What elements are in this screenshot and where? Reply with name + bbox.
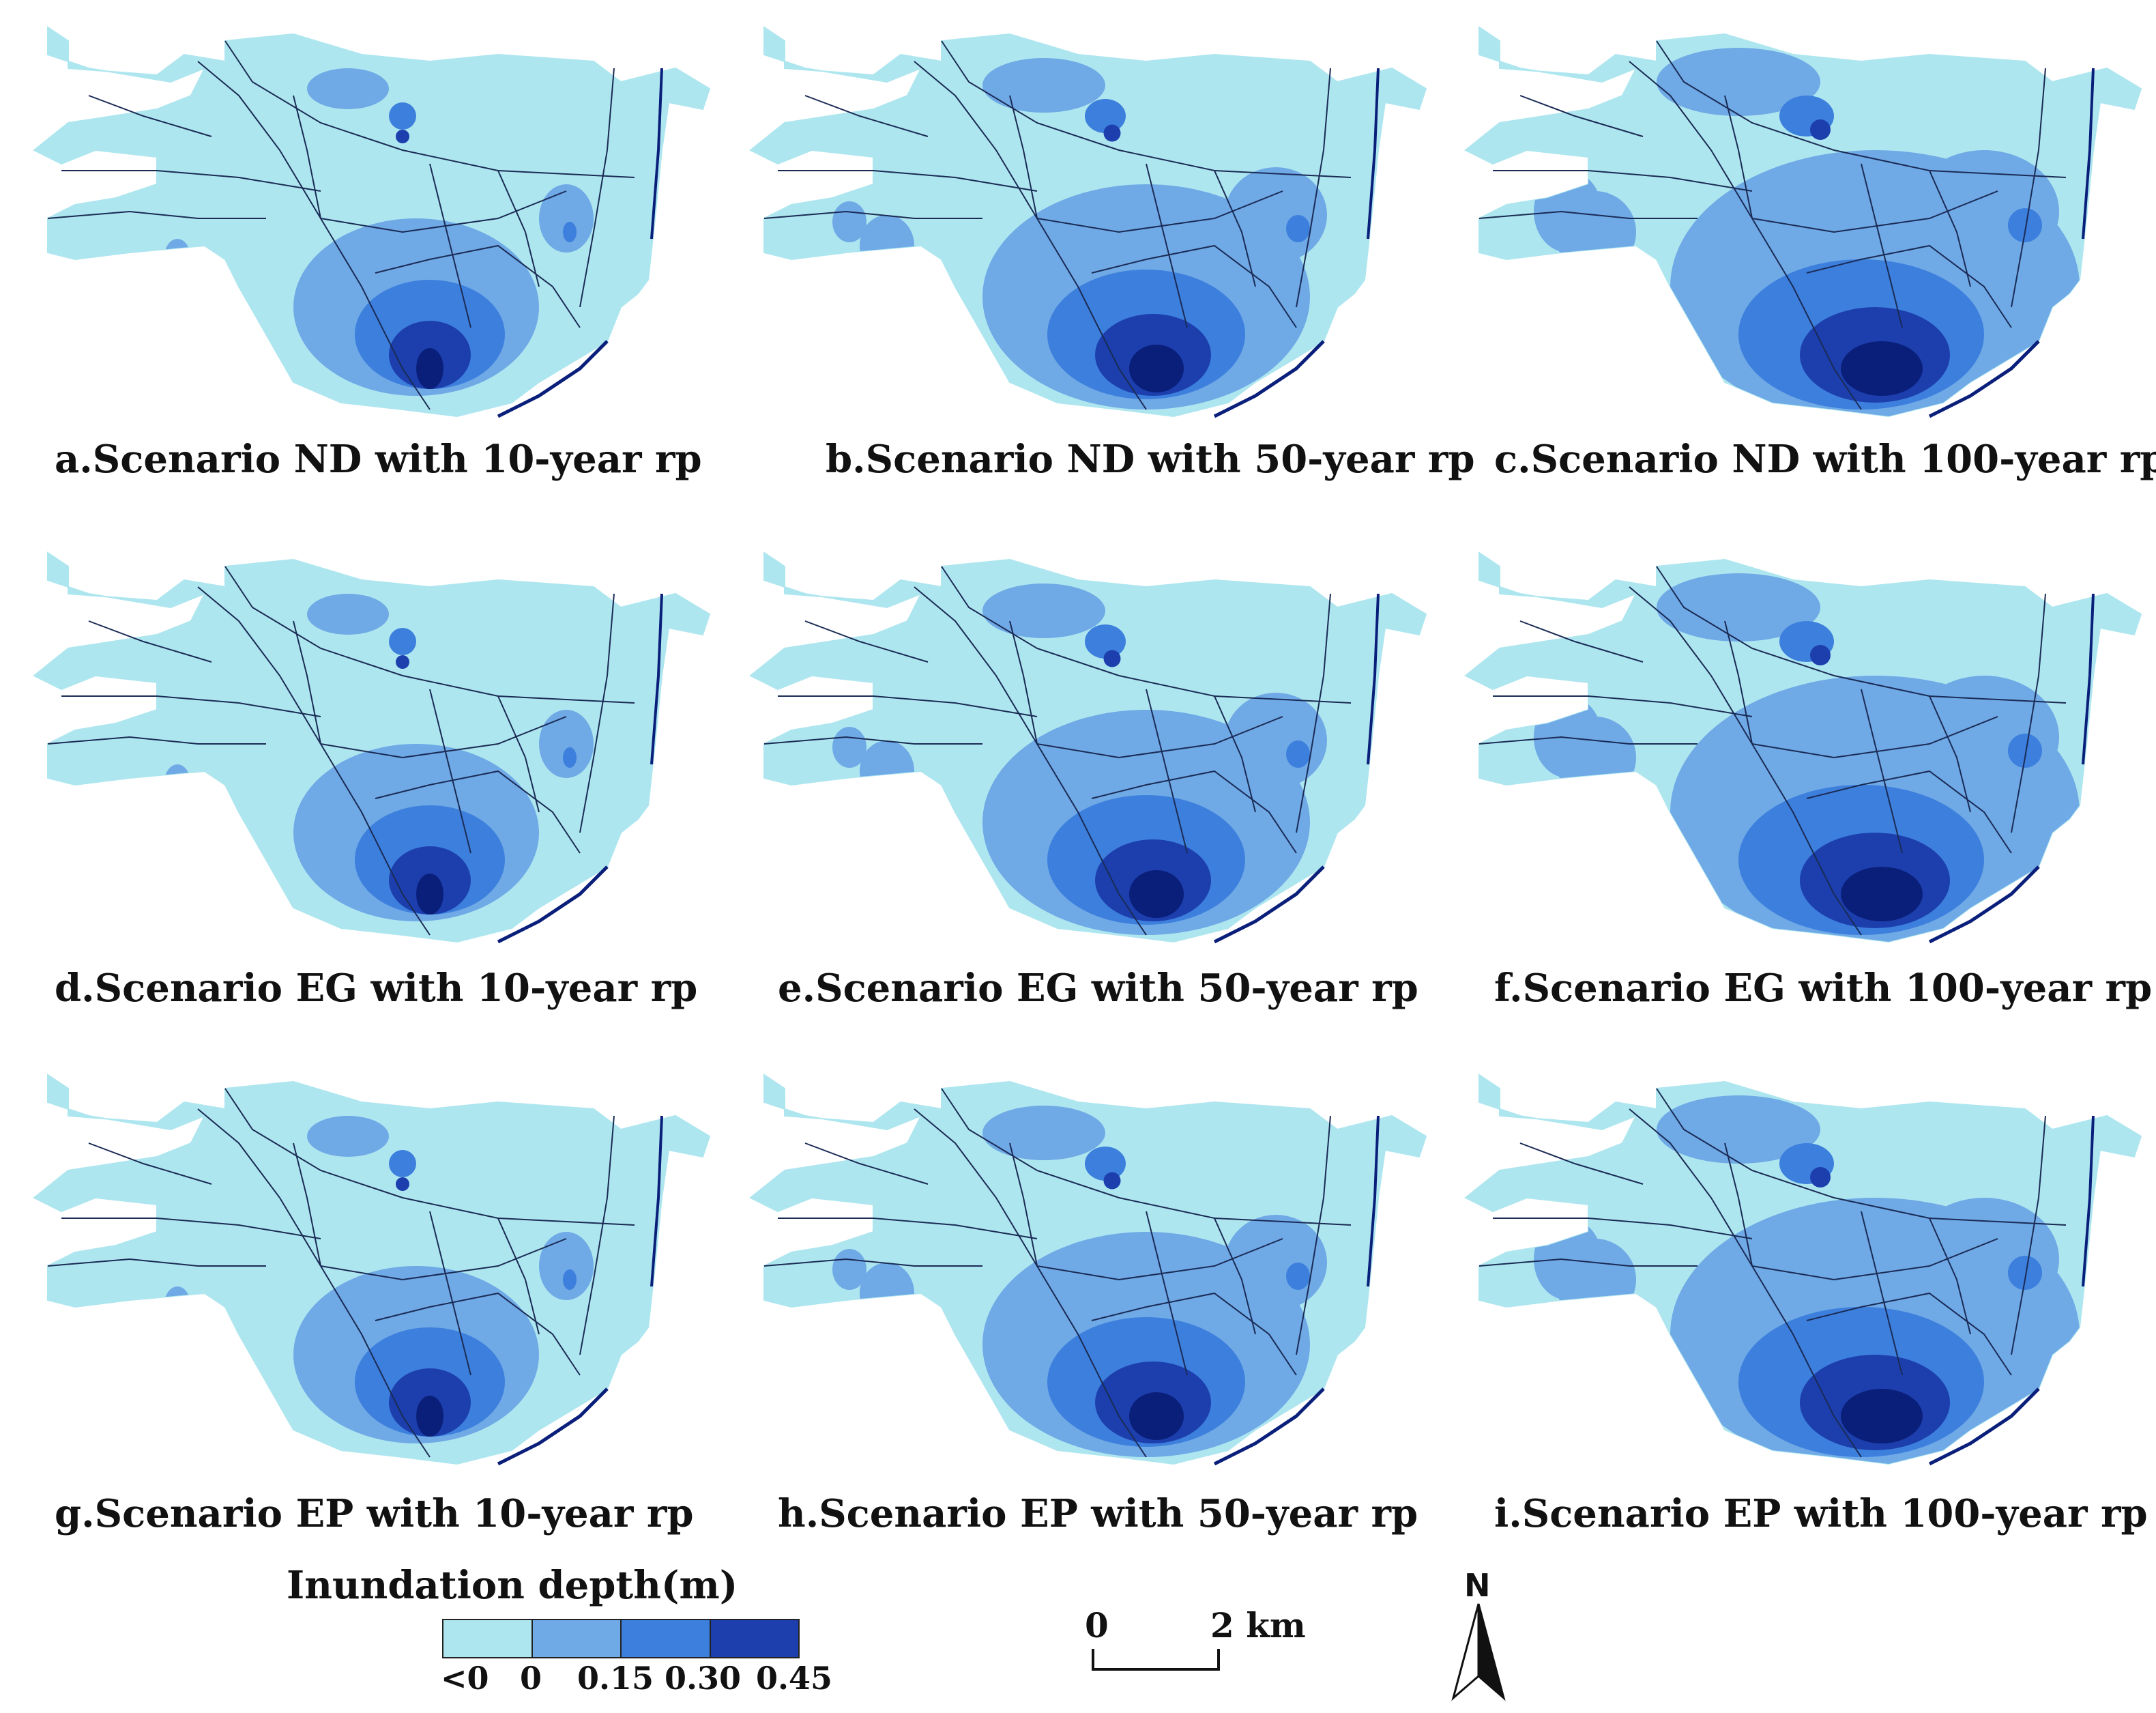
panel-caption-i: i.Scenario EP with 100-year rp bbox=[1494, 1491, 2148, 1536]
river bbox=[1367, 593, 1380, 765]
study-area bbox=[33, 551, 711, 943]
legend-swatch-3 bbox=[622, 1620, 711, 1657]
panel-caption-e: e.Scenario EG with 50-year rp bbox=[778, 966, 1418, 1011]
road-network bbox=[1478, 1088, 2067, 1458]
legend-title: Inundation depth(m) bbox=[287, 1563, 738, 1608]
map-panel-d bbox=[20, 539, 723, 949]
map-panel-c bbox=[1452, 14, 2155, 423]
river-bank bbox=[497, 340, 609, 418]
legend-tick-2: 0 bbox=[520, 1660, 542, 1697]
river bbox=[1367, 68, 1380, 240]
river-bank bbox=[497, 1387, 609, 1466]
road-network bbox=[47, 1088, 635, 1458]
river bbox=[2082, 1115, 2095, 1287]
road-network bbox=[763, 566, 1352, 936]
study-area bbox=[33, 1074, 711, 1465]
north-label: N bbox=[1464, 1567, 1491, 1604]
road-network bbox=[763, 40, 1352, 410]
road-network bbox=[1478, 566, 2067, 936]
map-panel-f bbox=[1452, 539, 2155, 949]
legend-swatch-1 bbox=[443, 1620, 533, 1657]
map-panel-g bbox=[20, 1061, 723, 1471]
map-panel-a bbox=[20, 14, 723, 423]
road-network bbox=[47, 40, 635, 410]
panel-caption-d: d.Scenario EG with 10-year rp bbox=[55, 966, 698, 1011]
panel-caption-f: f.Scenario EG with 100-year rp bbox=[1494, 966, 2153, 1011]
panel-caption-c: c.Scenario ND with 100-year rp bbox=[1494, 437, 2156, 482]
river bbox=[650, 1115, 663, 1287]
river bbox=[650, 68, 663, 240]
river-bank bbox=[1213, 865, 1325, 944]
map-panel-i bbox=[1452, 1061, 2155, 1471]
river bbox=[1367, 1115, 1380, 1287]
study-area bbox=[33, 26, 711, 418]
scale-bar bbox=[1092, 1649, 1220, 1671]
map-panel-h bbox=[737, 1061, 1440, 1471]
map-panel-b bbox=[737, 14, 1440, 423]
legend-tick-4: 0.30 bbox=[665, 1660, 742, 1697]
scale-bar-start: 0 bbox=[1085, 1605, 1109, 1645]
legend-tick-3: 0.15 bbox=[577, 1660, 654, 1697]
river-bank bbox=[1213, 340, 1325, 418]
river bbox=[650, 593, 663, 765]
road-network bbox=[47, 566, 635, 936]
river-bank bbox=[1928, 340, 2040, 418]
legend-tick-5: 0.45 bbox=[756, 1660, 833, 1697]
legend-swatch-4 bbox=[710, 1620, 798, 1657]
road-network bbox=[763, 1088, 1352, 1458]
scale-bar-end: 2 km bbox=[1210, 1605, 1306, 1645]
legend-color-bar bbox=[442, 1619, 800, 1658]
river bbox=[2082, 68, 2095, 240]
panel-caption-a: a.Scenario ND with 10-year rp bbox=[55, 437, 702, 482]
panel-caption-b: b.Scenario ND with 50-year rp bbox=[826, 437, 1475, 482]
panel-caption-h: h.Scenario EP with 50-year rp bbox=[778, 1491, 1418, 1536]
road-network bbox=[1478, 40, 2067, 410]
legend-swatch-2 bbox=[532, 1620, 622, 1657]
map-panel-e bbox=[737, 539, 1440, 949]
river-bank bbox=[1213, 1387, 1325, 1466]
river-bank bbox=[1928, 865, 2040, 944]
river bbox=[2082, 593, 2095, 765]
panel-caption-g: g.Scenario EP with 10-year rp bbox=[55, 1491, 694, 1536]
river-bank bbox=[497, 865, 609, 944]
north-arrow-icon bbox=[1451, 1603, 1506, 1701]
river-bank bbox=[1928, 1387, 2040, 1466]
legend-tick-1: <0 bbox=[441, 1660, 489, 1697]
